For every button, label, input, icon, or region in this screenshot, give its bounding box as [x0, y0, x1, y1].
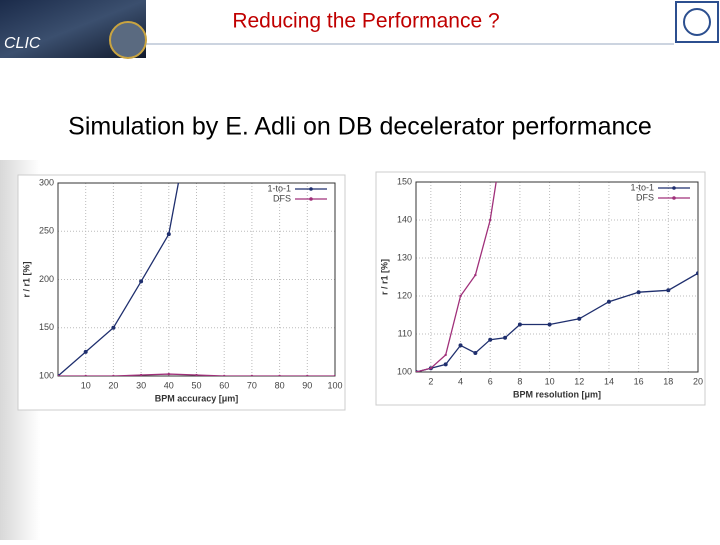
point: [666, 288, 671, 293]
point: [250, 374, 254, 376]
point: [547, 322, 552, 327]
y-tick-label: 110: [398, 328, 412, 338]
legend-marker: [672, 186, 676, 190]
y-tick-label: 200: [39, 274, 54, 284]
series: [416, 182, 497, 372]
x-tick-label: 50: [191, 380, 201, 390]
y-tick-label: 150: [39, 322, 54, 332]
y-tick-label: 300: [39, 177, 54, 187]
chart-frame: [375, 171, 706, 406]
legend-marker: [309, 197, 313, 201]
x-tick-label: 100: [327, 380, 342, 390]
y-tick-label: 130: [397, 252, 412, 262]
x-tick-label: 6: [488, 376, 493, 386]
x-axis-label: BPM resolution [μm]: [513, 389, 601, 399]
x-axis-label: BPM accuracy [μm]: [155, 393, 239, 403]
point: [458, 343, 463, 348]
point: [696, 271, 698, 276]
plot-border: [415, 181, 699, 373]
x-tick-label: 12: [574, 376, 584, 386]
point: [459, 294, 462, 298]
y-tick-label: 150: [397, 176, 412, 186]
x-tick-label: 14: [604, 376, 614, 386]
chart: 100 110 120 130 140 150 2 4 6 8 10 12 14 16 18 20 BPM re…: [375, 171, 706, 406]
legend-marker: [672, 196, 676, 200]
x-tick-label: 2: [428, 376, 433, 386]
point: [306, 374, 309, 376]
slide-title: Reducing the Performance ?: [232, 10, 499, 33]
point: [195, 85, 199, 89]
point: [111, 325, 116, 330]
point: [167, 372, 170, 376]
series-line: [416, 272, 698, 372]
point: [333, 374, 335, 376]
logo-text: CLIC: [4, 35, 41, 52]
point: [112, 374, 115, 376]
x-tick-label: 10: [81, 380, 91, 390]
legend-label: DFS: [636, 192, 654, 202]
chart-frame: [17, 174, 346, 411]
point: [429, 367, 433, 370]
point: [416, 370, 418, 372]
x-tick-label: 20: [108, 380, 118, 390]
point: [58, 374, 60, 376]
point: [278, 374, 281, 376]
legend-label: DFS: [273, 193, 291, 203]
point: [139, 279, 144, 284]
point: [195, 373, 198, 376]
y-axis-label: r / r1 [%]: [379, 259, 389, 295]
x-tick-label: 20: [693, 376, 703, 386]
point: [84, 374, 87, 376]
series: [58, 372, 335, 376]
point: [489, 218, 492, 222]
point: [474, 273, 477, 277]
legend-marker: [309, 187, 313, 191]
y-tick-label: 100: [39, 370, 54, 380]
point: [443, 362, 448, 367]
point: [606, 299, 611, 304]
point: [139, 373, 143, 376]
y-tick-label: 250: [39, 226, 54, 236]
series: [416, 271, 698, 372]
x-tick-label: 8: [517, 376, 522, 386]
x-tick-label: 10: [545, 376, 555, 386]
point: [444, 353, 447, 357]
chart: 100 150 200 250 300 10 20 30 40 50 60 70 80 90 100 BPM …: [17, 85, 346, 411]
x-tick-label: 4: [458, 376, 463, 386]
legend-label: 1-to-1: [267, 183, 291, 193]
legend-label: 1-to-1: [630, 182, 654, 192]
x-tick-label: 70: [247, 380, 257, 390]
series: [58, 85, 199, 376]
slide-subtitle: Simulation by E. Adli on DB decelerator …: [68, 113, 652, 141]
y-tick-label: 140: [397, 214, 412, 224]
point: [223, 374, 226, 376]
point: [636, 290, 641, 295]
x-tick-label: 90: [302, 380, 312, 390]
cern-logo-ring: [683, 8, 711, 36]
x-tick-label: 80: [275, 380, 285, 390]
point: [577, 316, 582, 321]
point: [517, 322, 522, 327]
x-tick-label: 30: [136, 380, 146, 390]
point: [166, 232, 171, 237]
x-tick-label: 18: [663, 376, 673, 386]
x-tick-label: 60: [219, 380, 229, 390]
y-axis-label: r / r1 [%]: [21, 261, 31, 297]
header-globe: [109, 21, 147, 59]
x-tick-label: 16: [634, 376, 644, 386]
point: [488, 337, 493, 342]
point: [503, 335, 508, 340]
y-tick-label: 100: [397, 366, 412, 376]
point: [83, 349, 88, 354]
x-tick-label: 40: [164, 380, 174, 390]
point: [473, 351, 478, 355]
series-line: [58, 183, 180, 376]
y-tick-label: 120: [397, 290, 412, 300]
